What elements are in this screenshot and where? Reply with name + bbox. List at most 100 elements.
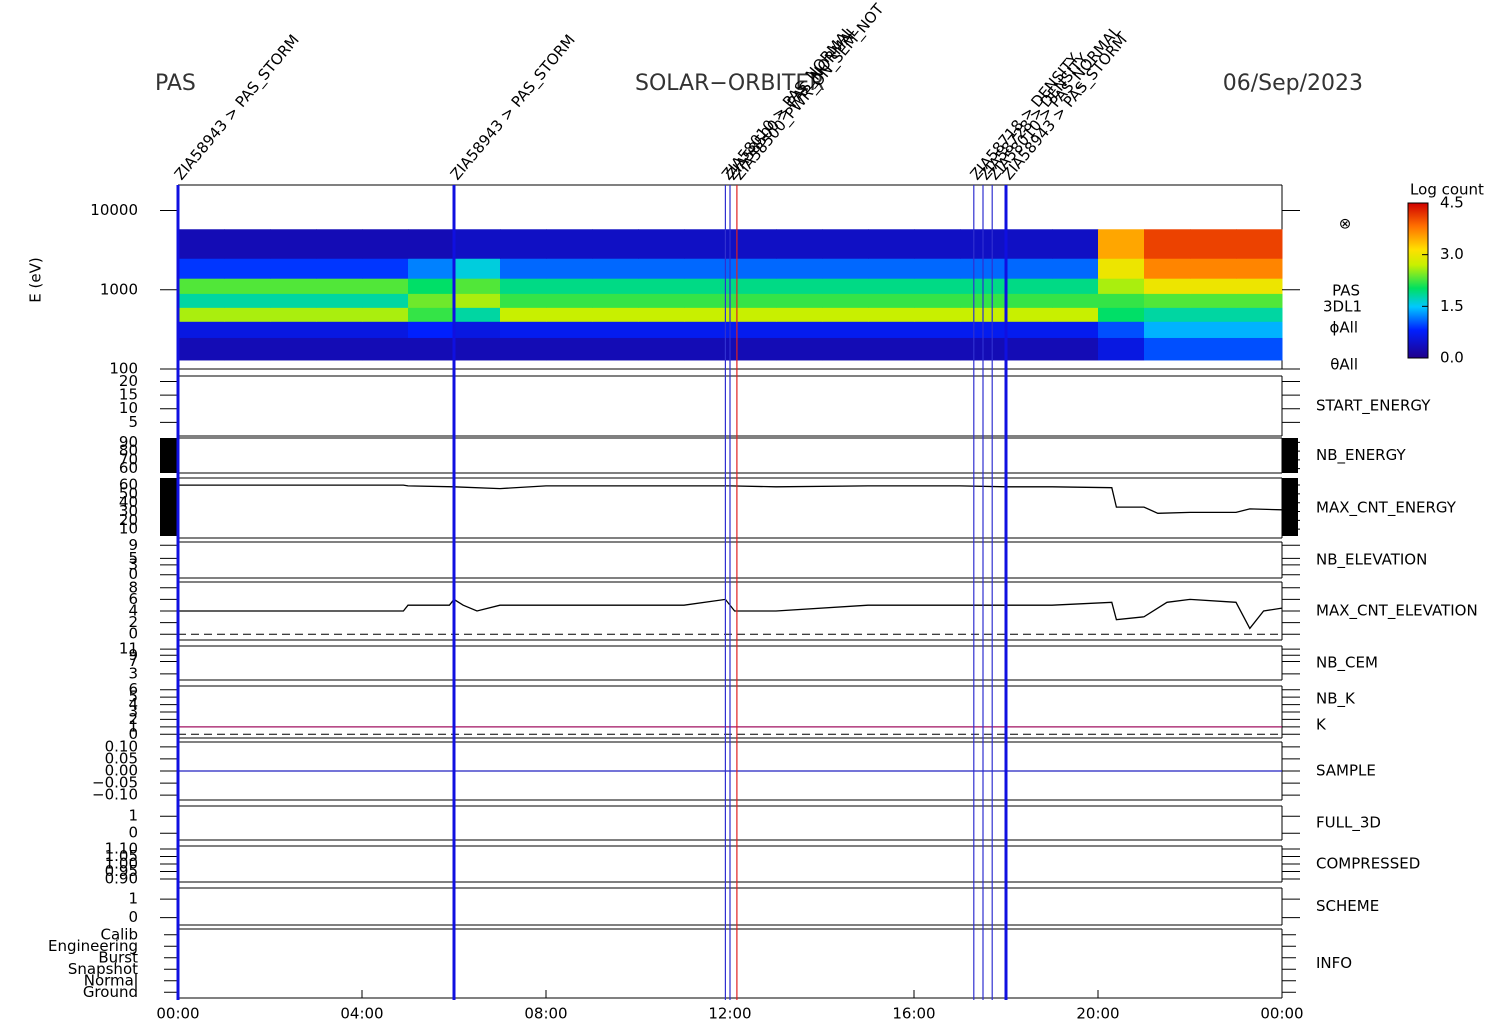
heatmap-cell [408, 278, 455, 294]
heatmap-cell [1098, 321, 1145, 338]
y-tick-label: 11 [119, 640, 138, 658]
heatmap-cell [1052, 258, 1099, 279]
heatmap-cell [822, 337, 869, 361]
heatmap-cell [1052, 293, 1099, 308]
heatmap-cell [1006, 337, 1053, 361]
y-tick-label: Snapshot [68, 960, 138, 978]
heatmap-cell [730, 337, 777, 361]
colorbar-tick-label: 3.0 [1440, 245, 1464, 263]
panel-annotation: ⊗ [1339, 215, 1352, 233]
heatmap-cell [776, 293, 823, 308]
heatmap-cell [546, 321, 593, 338]
y-tick-label: 6 [128, 590, 138, 608]
heatmap-cell [1144, 258, 1191, 279]
heatmap-cell [316, 293, 363, 308]
panel-annotation: θAll [1330, 356, 1358, 374]
heatmap-cell [500, 278, 547, 294]
heatmap-cell [822, 278, 869, 294]
heatmap-cell [1006, 278, 1053, 294]
y-tick-label: Burst [98, 948, 138, 966]
y-tick-label: 10 [119, 520, 138, 538]
heatmap-cell [776, 278, 823, 294]
heatmap-cell [1098, 337, 1145, 361]
y-tick-label: 0.00 [105, 762, 138, 780]
colorbar-tick-label: 0.0 [1440, 349, 1464, 367]
heatmap-cell [684, 278, 731, 294]
heatmap-cell [1190, 321, 1237, 338]
heatmap-cell [1144, 337, 1191, 361]
y-tick-label: 3 [128, 664, 138, 682]
heatmap-cell [454, 321, 501, 338]
y-tick-label: 15 [119, 386, 138, 404]
heatmap-cell [454, 229, 501, 259]
heatmap-cell [822, 229, 869, 259]
y-tick-label: 2 [128, 613, 138, 631]
y-tick-label: 10000 [90, 201, 138, 219]
tick-block [1282, 438, 1298, 473]
y-tick-label: −0.05 [92, 774, 138, 792]
heatmap-cell [592, 278, 639, 294]
heatmap-cell [546, 229, 593, 259]
heatmap-cell [684, 229, 731, 259]
x-tick-label: 08:00 [524, 1005, 567, 1020]
heatmap-cell [776, 229, 823, 259]
heatmap-cell [362, 321, 409, 338]
heatmap-cell [1236, 293, 1283, 308]
colorbar-tick-label: 4.5 [1440, 194, 1464, 212]
heatmap-cell [316, 307, 363, 322]
header-center: SOLAR−ORBITER [635, 71, 825, 96]
y-tick-label: −0.10 [92, 786, 138, 804]
heatmap-cell [730, 278, 777, 294]
y-tick-label: 60 [119, 476, 138, 494]
heatmap-cell [224, 307, 271, 322]
heatmap-cell [1098, 293, 1145, 308]
heatmap-cell [270, 258, 317, 279]
heatmap-cell [822, 293, 869, 308]
heatmap-cell [684, 337, 731, 361]
heatmap-cell [1098, 307, 1145, 322]
panel-label: MAX_CNT_ENERGY [1316, 499, 1457, 518]
panel-label: START_ENERGY [1316, 397, 1431, 416]
heatmap-cell [1052, 229, 1099, 259]
colorbar [1407, 202, 1429, 359]
heatmap-cell [684, 293, 731, 308]
heatmap-cell [178, 229, 225, 259]
y-tick-label: 4 [128, 695, 138, 713]
heatmap-cell [178, 337, 225, 361]
heatmap-cell [868, 337, 915, 361]
heatmap-cell [454, 337, 501, 361]
heatmap-cell [454, 278, 501, 294]
y-tick-label: 1 [128, 807, 138, 825]
y-tick-label: 100 [109, 360, 138, 378]
y-axis-label: E (eV) [27, 257, 45, 302]
heatmap-cell [592, 293, 639, 308]
y-tick-label: 1000 [100, 280, 138, 298]
heatmap-cell [1144, 229, 1191, 259]
y-tick-label: 9 [128, 646, 138, 664]
heatmap-cell [270, 293, 317, 308]
heatmap-cell [1006, 321, 1053, 338]
heatmap-cell [224, 258, 271, 279]
heatmap-cell [362, 337, 409, 361]
tick-block [160, 438, 178, 473]
heatmap-cell [684, 307, 731, 322]
heatmap-cell [500, 321, 547, 338]
heatmap-cell [500, 229, 547, 259]
y-tick-label: 6 [128, 680, 138, 698]
y-tick-label: 70 [119, 450, 138, 468]
panel-label: SAMPLE [1316, 762, 1376, 780]
heatmap-cell [454, 307, 501, 322]
heatmap-cell [178, 293, 225, 308]
heatmap-cell [638, 337, 685, 361]
y-tick-label: 0 [128, 625, 138, 643]
heatmap-cell [776, 307, 823, 322]
y-tick-label: 0 [128, 908, 138, 926]
heatmap-cell [868, 278, 915, 294]
heatmap-cell [1236, 307, 1283, 322]
heatmap-cell [1190, 258, 1237, 279]
heatmap-cell [822, 307, 869, 322]
panel-label: NB_K [1316, 690, 1356, 709]
header-right: 06/Sep/2023 [1223, 71, 1363, 96]
heatmap-cell [362, 307, 409, 322]
heatmap-cell [224, 337, 271, 361]
